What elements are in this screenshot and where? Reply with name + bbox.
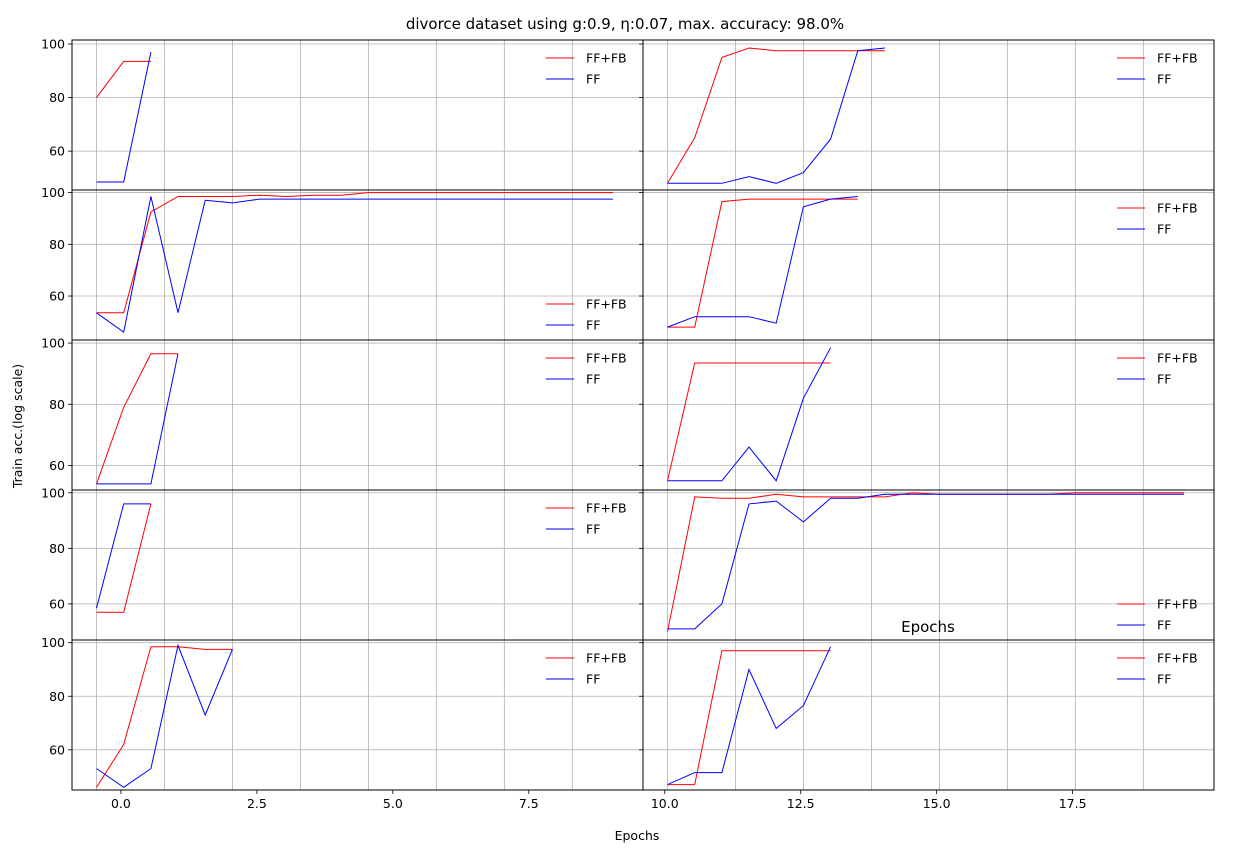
series-line-ff bbox=[96, 503, 151, 609]
panel-3-1: 60 80 100 FF+FB FF bbox=[41, 336, 644, 491]
series-line-ff bbox=[667, 646, 832, 786]
legend-label-ff-fb: FF+FB bbox=[586, 651, 627, 666]
y-tick-label-0: 60 bbox=[49, 289, 65, 304]
panel-frame bbox=[71, 39, 644, 191]
series-line-ff-fb bbox=[96, 60, 151, 98]
series-line-ff-fb bbox=[667, 198, 858, 328]
series-line-ff bbox=[667, 347, 832, 482]
y-tick-label-0: 60 bbox=[49, 742, 65, 757]
panel-frame bbox=[642, 189, 1215, 341]
y-tick-label-2: 100 bbox=[41, 485, 65, 500]
y-tick-label-0: 60 bbox=[49, 144, 65, 159]
legend-label-ff: FF bbox=[1157, 72, 1171, 87]
x-tick-label-6: 15.0 bbox=[923, 796, 951, 811]
panel-2-1: 60 80 100 FF+FB FF bbox=[41, 185, 644, 341]
x-axis-label: Epochs bbox=[615, 828, 660, 843]
legend-label-ff-fb: FF+FB bbox=[1157, 651, 1198, 666]
y-tick-label-1: 80 bbox=[49, 90, 65, 105]
legend-label-ff: FF bbox=[586, 72, 600, 87]
y-tick-label-2: 100 bbox=[41, 185, 65, 200]
series-line-ff-fb bbox=[667, 47, 885, 184]
series-line-ff bbox=[96, 353, 179, 485]
series-line-ff bbox=[667, 493, 1185, 630]
series-line-ff bbox=[96, 643, 233, 788]
x-axis: 0.0 2.5 5.0 7.5 10.0 12.5 15.0 17.5 bbox=[111, 790, 1087, 811]
panel-1-2: FF+FB FF bbox=[639, 39, 1215, 191]
chart-title: divorce dataset using g:0.9, η:0.07, max… bbox=[406, 15, 844, 33]
series-line-ff-fb bbox=[96, 646, 233, 788]
legend-label-ff-fb: FF+FB bbox=[586, 51, 627, 66]
panel-2-2: FF+FB FF bbox=[639, 189, 1215, 341]
series-line-ff bbox=[96, 51, 152, 183]
series-line-ff bbox=[667, 196, 858, 328]
series-line-ff-fb bbox=[96, 353, 178, 485]
legend-label-ff: FF bbox=[586, 522, 600, 537]
panel-frame bbox=[71, 639, 644, 791]
legend-label-ff-fb: FF+FB bbox=[586, 351, 627, 366]
overlay-epochs-label: Epochs bbox=[901, 618, 955, 636]
y-tick-label-2: 100 bbox=[41, 37, 65, 52]
series-line-ff-fb bbox=[96, 503, 152, 613]
legend-label-ff: FF bbox=[1157, 372, 1171, 387]
panel-frame bbox=[71, 189, 644, 341]
panel-frame bbox=[71, 339, 644, 491]
y-tick-label-1: 80 bbox=[49, 237, 65, 252]
legend-label-ff-fb: FF+FB bbox=[1157, 351, 1198, 366]
legend-label-ff: FF bbox=[586, 318, 600, 333]
legend-label-ff: FF bbox=[1157, 618, 1171, 633]
panels-group: 6080100FF+FBFFFF+FBFF6080100FF+FBFFFF+FB… bbox=[41, 37, 1215, 791]
series-line-ff-fb bbox=[667, 492, 1185, 632]
y-tick-label-1: 80 bbox=[49, 397, 65, 412]
panel-3-2: FF+FB FF bbox=[639, 339, 1215, 491]
panel-frame bbox=[642, 639, 1215, 791]
legend-label-ff: FF bbox=[1157, 672, 1171, 687]
legend-label-ff: FF bbox=[586, 672, 600, 687]
x-tick-label-3: 7.5 bbox=[519, 796, 539, 811]
y-tick-label-1: 80 bbox=[49, 689, 65, 704]
y-tick-label-2: 100 bbox=[41, 635, 65, 650]
y-tick-label-1: 80 bbox=[49, 541, 65, 556]
legend-label-ff: FF bbox=[586, 372, 600, 387]
legend-label-ff: FF bbox=[1157, 222, 1171, 237]
legend-label-ff-fb: FF+FB bbox=[1157, 597, 1198, 612]
panel-frame bbox=[71, 489, 644, 641]
x-tick-label-0: 0.0 bbox=[111, 796, 131, 811]
y-tick-label-2: 100 bbox=[41, 336, 65, 351]
panel-5-2: FF+FB FF bbox=[639, 639, 1215, 791]
panel-5-1: 60 80 100 FF+FB FF bbox=[41, 635, 644, 791]
series-line-ff-fb bbox=[667, 362, 831, 481]
legend-label-ff-fb: FF+FB bbox=[1157, 51, 1198, 66]
y-tick-label-0: 60 bbox=[49, 596, 65, 611]
legend-label-ff-fb: FF+FB bbox=[1157, 201, 1198, 216]
series-line-ff bbox=[96, 196, 614, 334]
legend-label-ff-fb: FF+FB bbox=[586, 501, 627, 516]
x-tick-label-4: 10.0 bbox=[651, 796, 679, 811]
panel-4-1: 60 80 100 FF+FB FF bbox=[41, 485, 644, 641]
panel-4-2: FF+FB FF bbox=[639, 489, 1215, 641]
x-tick-label-1: 2.5 bbox=[247, 796, 267, 811]
y-tick-label-0: 60 bbox=[49, 458, 65, 473]
legend-label-ff-fb: FF+FB bbox=[586, 297, 627, 312]
panel-1-1: 60 80 100 FF+FB FF bbox=[41, 37, 644, 191]
x-tick-label-7: 17.5 bbox=[1059, 796, 1087, 811]
panel-frame bbox=[642, 39, 1215, 191]
series-line-ff-fb bbox=[96, 192, 614, 314]
series-line-ff bbox=[667, 47, 886, 184]
y-axis-label: Train acc.(log scale) bbox=[10, 364, 25, 489]
series-line-ff-fb bbox=[667, 650, 831, 786]
x-tick-label-2: 5.0 bbox=[383, 796, 403, 811]
x-tick-label-5: 12.5 bbox=[787, 796, 815, 811]
